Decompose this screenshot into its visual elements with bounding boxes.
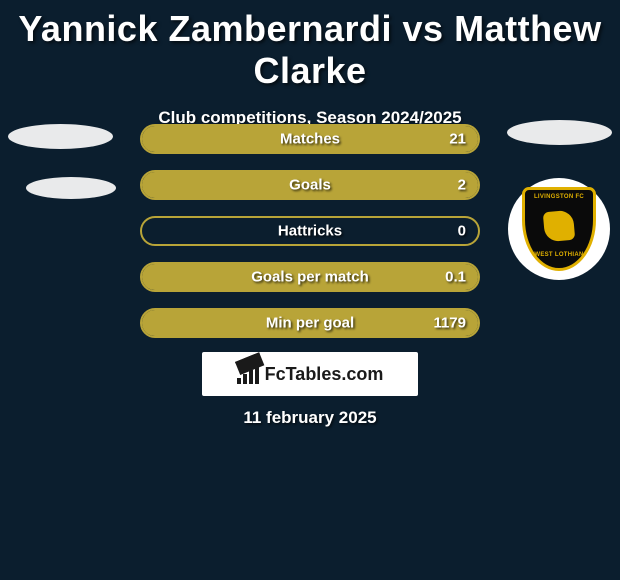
stat-label: Goals per match [251,269,369,286]
stat-value: 21 [449,131,466,148]
stat-value: 2 [458,177,466,194]
stat-label: Goals [289,177,331,194]
avatar-placeholder-shape [507,120,612,145]
brand-badge: FcTables.com [202,352,418,396]
brand-text: FcTables.com [265,364,384,385]
avatar-placeholder-shape [26,177,116,199]
club-badge: LIVINGSTON FC WEST LOTHIAN [508,178,610,280]
lion-icon [543,210,576,243]
avatar-placeholder-shape [8,124,113,149]
stat-value: 1179 [433,315,466,332]
badge-top-text: LIVINGSTON FC [534,194,584,200]
stat-label: Hattricks [278,223,342,240]
stat-value: 0 [458,223,466,240]
stat-label: Min per goal [266,315,354,332]
stat-label: Matches [280,131,340,148]
stats-bars: Matches 21 Goals 2 Hattricks 0 Goals per… [140,124,480,354]
date-text: 11 february 2025 [243,408,376,428]
stat-bar: Goals per match 0.1 [140,262,480,292]
chart-icon [237,364,259,384]
shield-icon: LIVINGSTON FC WEST LOTHIAN [522,187,596,271]
stat-bar: Hattricks 0 [140,216,480,246]
stat-value: 0.1 [445,269,466,286]
stat-bar: Matches 21 [140,124,480,154]
player-avatar-left [8,120,116,227]
stat-bar: Min per goal 1179 [140,308,480,338]
page-title: Yannick Zambernardi vs Matthew Clarke [0,0,620,92]
stat-bar: Goals 2 [140,170,480,200]
badge-bottom-text: WEST LOTHIAN [534,252,583,258]
player-avatar-right [507,120,612,173]
